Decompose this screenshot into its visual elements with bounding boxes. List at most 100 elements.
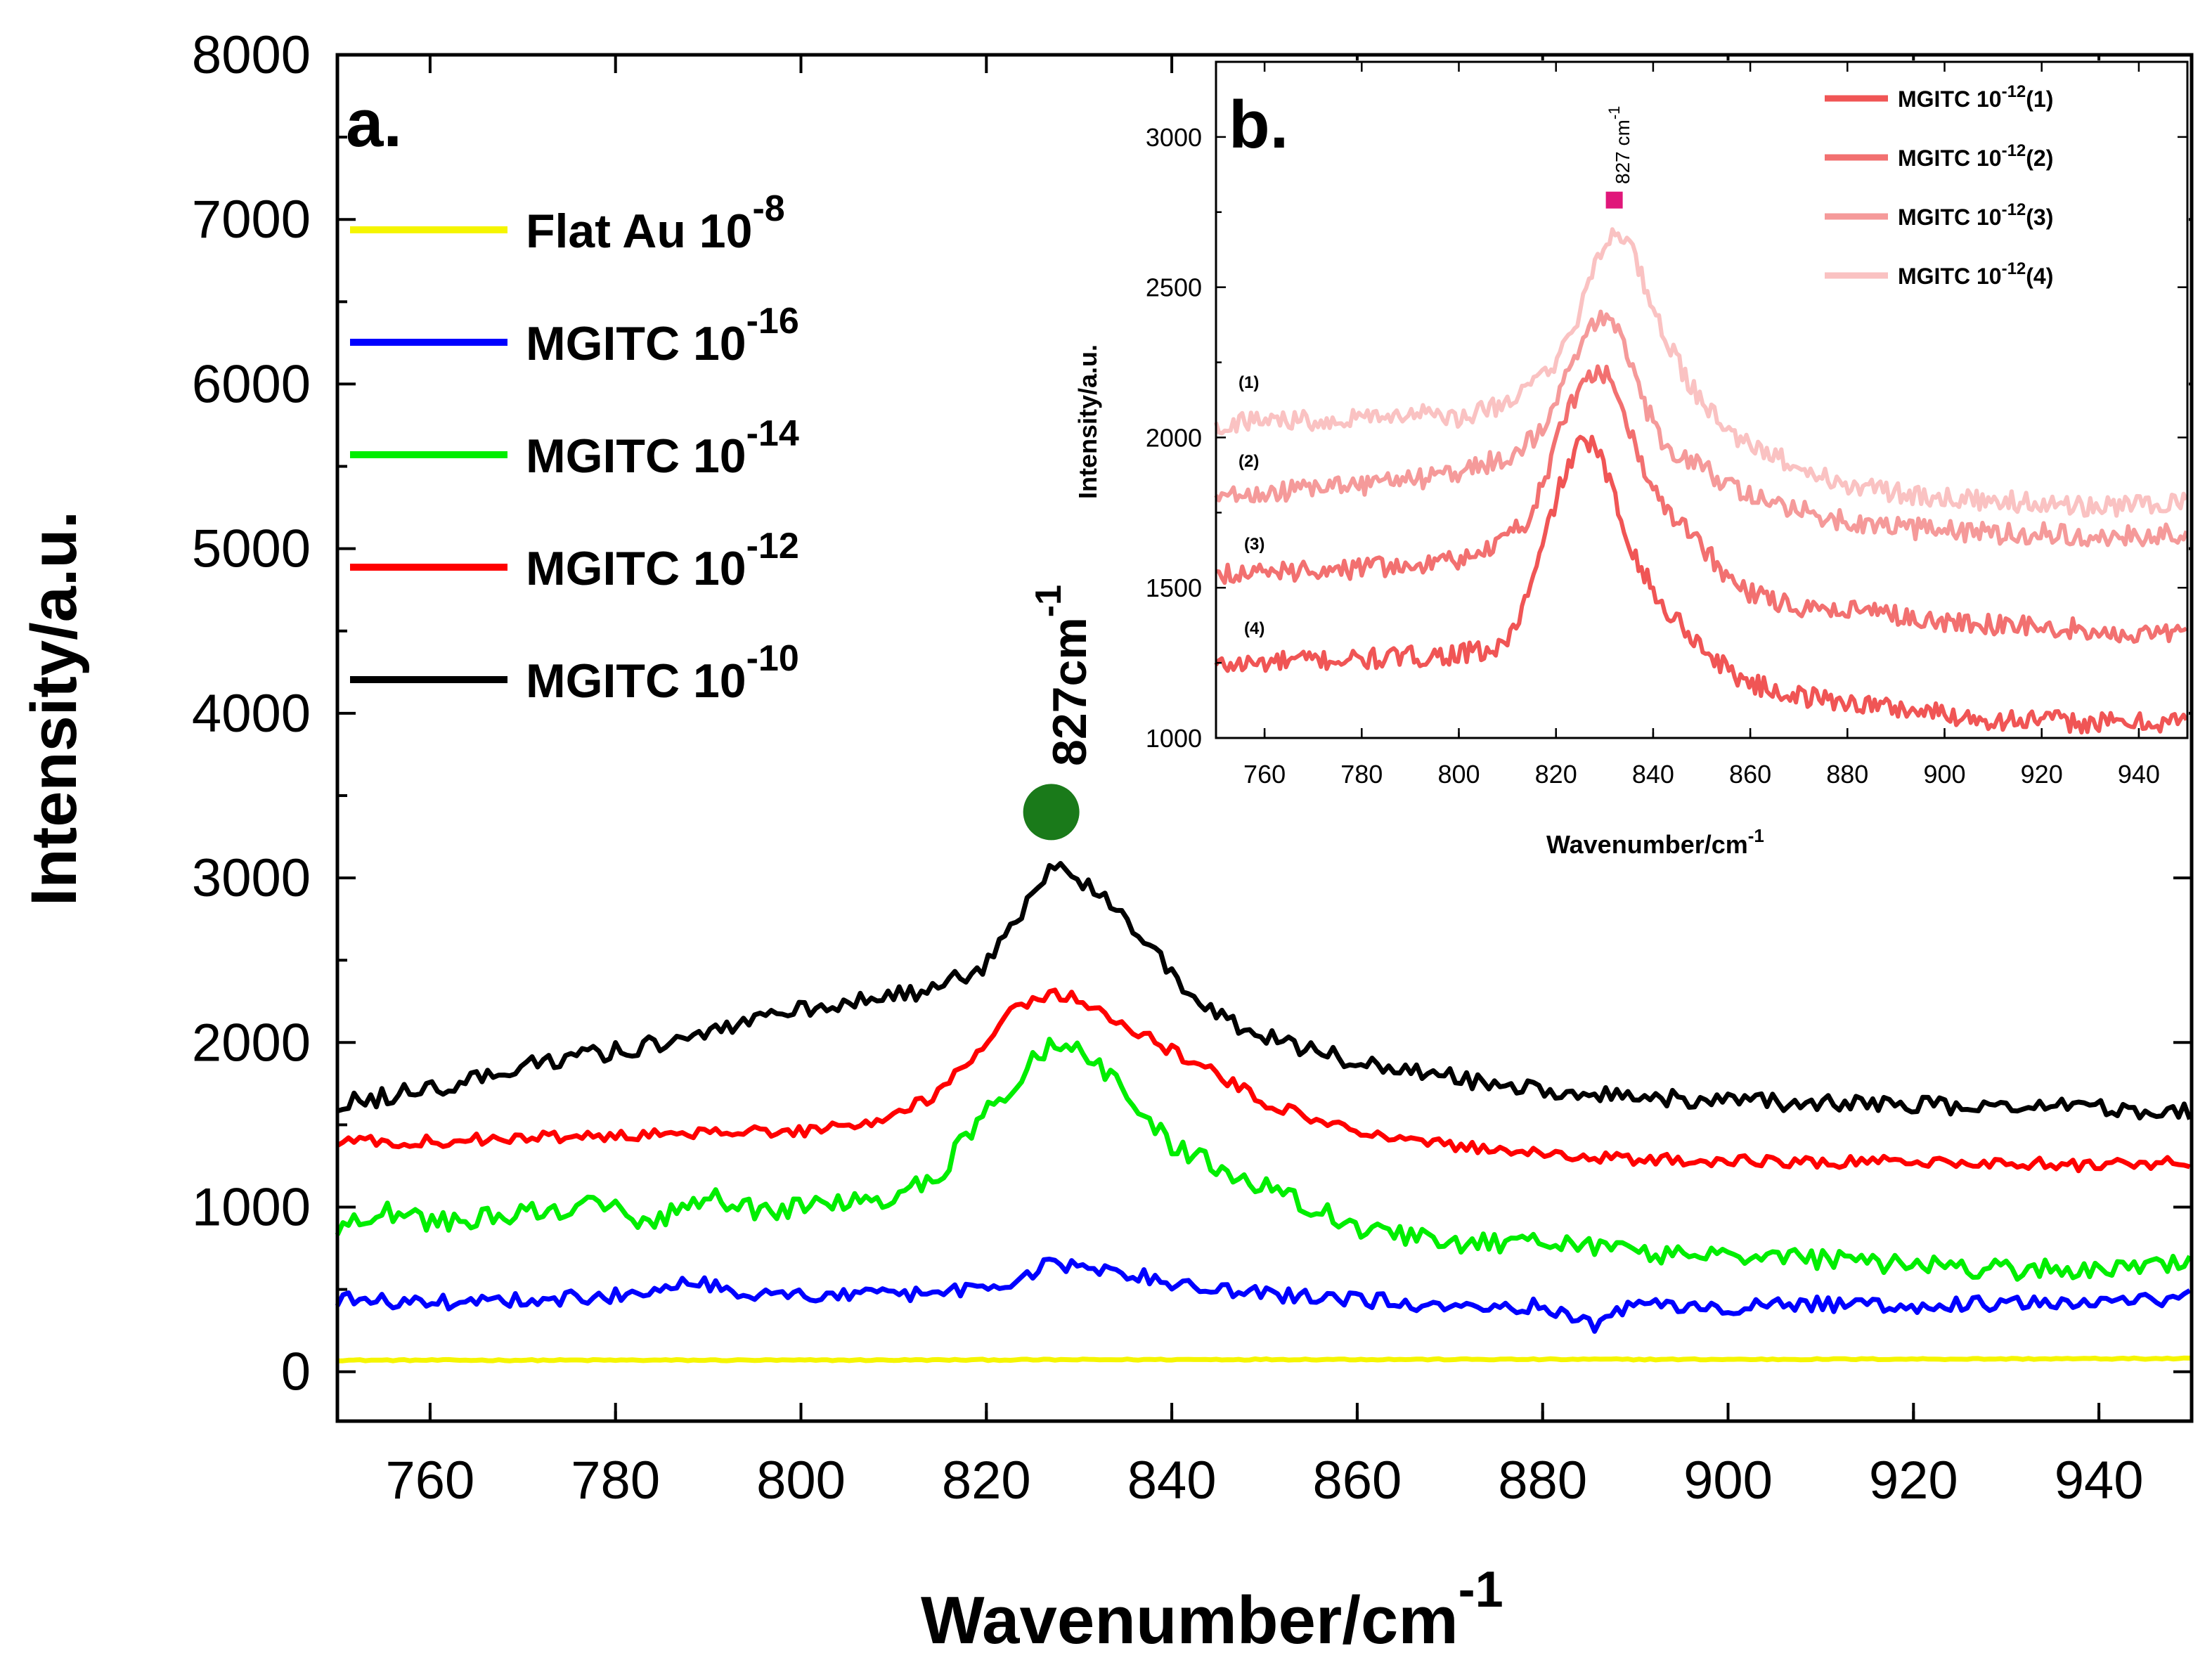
legend-superscript: -14 [746,413,799,454]
inset-x-tick-label: 940 [2118,760,2160,789]
inset-x-tick-label: 800 [1437,760,1480,789]
inset-curve-label-4: (4) [1244,619,1265,638]
inset-plot-frame [1215,60,2189,739]
inset-legend-label: MGITC 10-12(2) [1898,141,2053,171]
inset-curve-label-1: (1) [1238,373,1259,392]
legend-label: Flat Au 10-8 [526,188,785,258]
inset-x-tick-label: 920 [2021,760,2063,789]
main-series-line-1 [335,1257,2192,1334]
main-y-tick-label: 1000 [192,1178,311,1238]
inset-peak-label: 827 cm-1 [1605,106,1634,184]
inset-legend-text: MGITC 10 [1898,145,2002,171]
inset-legend-text: MGITC 10 [1898,264,2002,289]
inset-legend-superscript: -12 [2002,141,2026,160]
inset-x-axis-superscript: -1 [1748,825,1764,846]
main-x-tick-label: 840 [1127,1451,1217,1510]
legend-superscript: -12 [746,526,799,566]
main-y-axis-label: Intensity/a.u. [18,511,90,906]
legend-entry-flat-au: Flat Au 10-8 [350,188,785,258]
main-x-tick-label: 880 [1498,1451,1587,1510]
main-x-axis-label: Wavenumber/cm-1 [921,1562,1503,1658]
inset-legend-suffix: (3) [2026,205,2053,230]
legend-label: MGITC 10-16 [526,301,799,370]
main-y-tick-label: 2000 [192,1013,311,1073]
inset-legend-label: MGITC 10-12(4) [1898,259,2053,289]
main-y-tick-label: 0 [281,1342,311,1402]
inset-y-tick-label: 1500 [1146,574,1202,602]
inset-peak-text: 827 cm [1612,119,1634,184]
inset-series-line-0 [1214,434,2189,735]
main-x-tick-label: 760 [385,1451,474,1510]
inset-legend: MGITC 10-12(1) MGITC 10-12(2) MGITC 10-1… [1825,82,2053,289]
inset-legend-suffix: (1) [2026,86,2053,112]
legend-text: MGITC 10 [526,654,746,708]
inset-legend-superscript: -12 [2002,82,2026,101]
inset-series-group [1214,227,2189,735]
inset-x-tick-label: 820 [1535,760,1577,789]
legend-label: MGITC 10-12 [526,526,799,595]
inset-legend-entry-4: MGITC 10-12(4) [1825,259,2053,289]
inset-legend-label: MGITC 10-12(1) [1898,82,2053,112]
inset-peak-superscript: -1 [1605,106,1623,120]
peak-label-text: 827cm [1043,617,1097,766]
inset-x-axis-label: Wavenumber/cm-1 [1546,825,1764,859]
main-series-group [335,861,2192,1363]
main-series-line-4 [336,861,2192,1121]
inset-y-tick-label: 2500 [1146,273,1202,302]
inset-legend-entry-3: MGITC 10-12(3) [1825,200,2053,230]
main-y-tick-label: 6000 [192,354,311,414]
inset-legend-text: MGITC 10 [1898,86,2002,112]
inset-x-tick-label: 900 [1923,760,1965,789]
inset-legend-label: MGITC 10-12(3) [1898,200,2053,230]
legend-entry-mgitc-10: MGITC 10-10 [350,638,799,708]
legend-text: MGITC 10 [526,542,746,595]
main-panel-letter: a. [346,86,402,161]
legend-entry-mgitc-12: MGITC 10-12 [350,526,799,595]
main-y-tick-label: 4000 [192,684,311,744]
peak-label-superscript: -1 [1028,585,1069,617]
inset-y-axis-label: Intensity/a.u. [1073,344,1102,499]
inset-y-tick-label: 1000 [1146,724,1202,753]
legend-label: MGITC 10-10 [526,638,799,708]
inset-legend-text: MGITC 10 [1898,205,2002,230]
inset-legend-entry-1: MGITC 10-12(1) [1825,82,2053,112]
inset-x-tick-label: 760 [1243,760,1286,789]
inset-series-line-2 [1214,309,2189,548]
inset-legend-superscript: -12 [2002,200,2026,219]
main-y-tick-label: 5000 [192,519,311,579]
legend-entry-mgitc-16: MGITC 10-16 [350,301,799,370]
legend-entry-mgitc-14: MGITC 10-14 [350,413,799,483]
peak-marker [1023,784,1080,841]
legend-superscript: -10 [746,638,799,679]
main-y-tick-label: 7000 [192,190,311,250]
legend-label: MGITC 10-14 [526,413,799,483]
main-y-tick-label: 8000 [192,25,311,85]
inset-x-tick-label: 840 [1632,760,1674,789]
inset-legend-entry-2: MGITC 10-12(2) [1825,141,2053,171]
main-plot-frame [335,53,2194,1423]
main-y-tick-label: 3000 [192,848,311,908]
inset-x-tick-label: 860 [1729,760,1771,789]
inset-x-tick-label: 880 [1826,760,1868,789]
peak-label: 827cm-1 [1028,585,1097,766]
main-x-tick-label: 920 [1869,1451,1958,1510]
main-x-tick-label: 800 [756,1451,846,1510]
main-legend: Flat Au 10-8 MGITC 10-16 MGITC 10-14 MGI… [350,188,799,708]
main-axis-ticks: 760 780 800 820 840 860 880 900 920 940 0 1000 2000 3… [192,25,2192,1510]
legend-superscript: -16 [746,301,799,342]
inset-panel-letter: b. [1229,87,1288,162]
inset-y-tick-label: 3000 [1146,123,1202,152]
inset-x-axis-text: Wavenumber/cm [1546,830,1748,859]
legend-superscript: -8 [752,188,784,229]
legend-text: Flat Au 10 [526,205,752,258]
inset-series-line-3 [1214,227,2189,518]
inset-chart: 760 780 800 820 840 860 880 900 920 940 1000 1500 20… [1073,60,2189,859]
main-x-tick-label: 900 [1683,1451,1773,1510]
inset-y-tick-label: 2000 [1146,423,1202,452]
main-series-line-3 [336,987,2191,1174]
legend-text: MGITC 10 [526,317,746,370]
main-series-line-0 [337,1355,2190,1363]
main-x-axis-superscript: -1 [1459,1562,1503,1618]
inset-curve-label-3: (3) [1244,535,1265,554]
main-chart: 760 780 800 820 840 860 880 900 920 940 0 1000 2000 3… [18,25,2194,1658]
